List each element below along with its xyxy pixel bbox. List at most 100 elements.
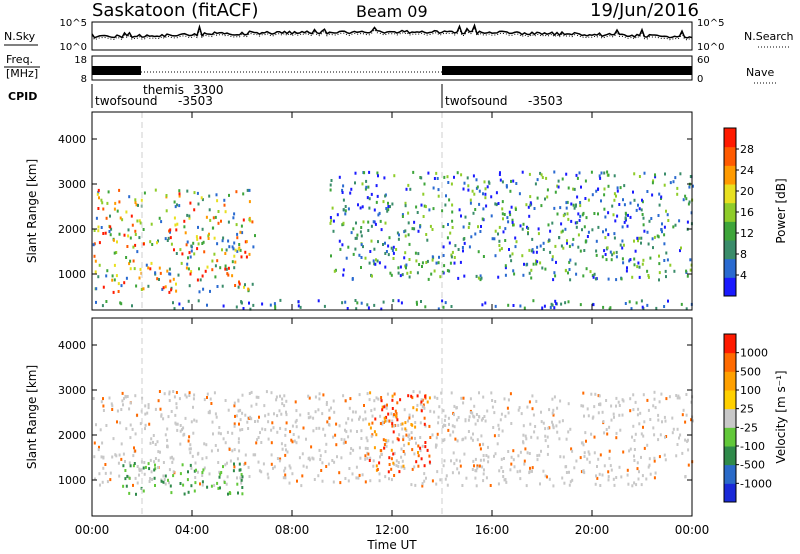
power-cell (431, 258, 434, 262)
velocity-cell (98, 472, 101, 476)
power-cell (501, 207, 504, 211)
velocity-cell (538, 453, 541, 457)
power-cell (528, 271, 531, 275)
velocity-cell (497, 423, 500, 427)
velocity-cell (154, 463, 156, 467)
power-cell (370, 239, 373, 243)
power-cell (626, 224, 629, 228)
power-cell (330, 254, 332, 258)
velocity-cell (129, 401, 132, 405)
power-cell (441, 209, 444, 213)
power-cell (603, 193, 606, 197)
velocity-cell (182, 483, 185, 487)
velocity-cell (476, 438, 479, 442)
velocity-cell (523, 462, 526, 466)
velocity-cell (195, 419, 198, 423)
power-cell (621, 239, 624, 243)
velocity-cell (154, 443, 157, 446)
power-cell (673, 269, 676, 273)
power-cell (342, 198, 345, 202)
velocity-cell (552, 413, 555, 417)
power-cell (116, 209, 119, 213)
velocity-cell (510, 422, 513, 425)
velocity-cell (132, 464, 135, 468)
power-cell (176, 203, 178, 207)
power-cell (603, 187, 606, 191)
velocity-colorbar-swatch (724, 371, 736, 391)
power-cell (384, 265, 387, 269)
velocity-cell (443, 459, 446, 463)
velocity-cell (485, 476, 488, 480)
velocity-cell (635, 483, 638, 487)
velocity-cell (319, 458, 322, 461)
velocity-cell (621, 413, 624, 417)
power-cell (485, 204, 488, 208)
power-cell (451, 203, 454, 207)
power-cell (376, 259, 379, 263)
power-cell (634, 249, 637, 253)
velocity-cell (358, 393, 361, 397)
velocity-colorbar-label: Velocity [m s⁻¹] (774, 370, 788, 463)
velocity-cell (261, 427, 264, 431)
velocity-cell (456, 467, 459, 471)
velocity-cell (396, 437, 399, 441)
power-cell (584, 197, 587, 200)
velocity-cell (254, 453, 257, 457)
velocity-cell (355, 465, 358, 469)
power-cell (143, 191, 146, 195)
velocity-cell (194, 481, 197, 485)
velocity-colorbar-swatch (724, 446, 736, 466)
power-cell (140, 271, 143, 275)
velocity-cell (626, 468, 629, 472)
power-cell (447, 223, 449, 226)
velocity-cell (205, 456, 208, 460)
velocity-cell (390, 467, 393, 471)
power-cell (527, 205, 530, 209)
velocity-cell (449, 433, 452, 437)
power-cell (420, 203, 423, 207)
power-cell (680, 246, 682, 250)
velocity-cell (192, 405, 194, 409)
velocity-cell (157, 450, 160, 454)
velocity-cell (217, 431, 220, 435)
power-cell (188, 284, 191, 288)
power-cell (640, 208, 643, 212)
power-cell (297, 300, 300, 304)
velocity-cell (570, 447, 573, 451)
power-cell (623, 184, 626, 188)
power-cell (471, 189, 474, 193)
velocity-cell (172, 470, 175, 474)
time-xlabel: Time UT (366, 538, 417, 552)
power-cell (444, 203, 447, 207)
power-cell (450, 255, 453, 259)
velocity-cell (238, 422, 240, 426)
power-cell (571, 243, 574, 247)
velocity-cell (147, 462, 150, 466)
power-cell (269, 303, 272, 307)
power-cell (189, 201, 192, 205)
velocity-cell (397, 438, 400, 442)
power-cell (245, 240, 248, 244)
power-cell (342, 273, 345, 277)
power-cell (638, 265, 641, 269)
velocity-cell (469, 411, 472, 415)
velocity-cell (675, 454, 678, 458)
velocity-cell (100, 455, 103, 459)
power-cell (177, 273, 180, 277)
power-cell (242, 307, 245, 310)
power-cell (208, 208, 211, 212)
velocity-cell (421, 482, 424, 486)
power-cell (344, 209, 347, 213)
velocity-cell (233, 401, 236, 405)
velocity-cell (233, 465, 236, 469)
power-cell (551, 258, 554, 262)
power-cell (367, 185, 370, 189)
power-cell (647, 275, 650, 279)
power-cell (613, 198, 616, 202)
velocity-cell (428, 454, 431, 458)
velocity-cell (168, 468, 171, 472)
velocity-cell (528, 400, 531, 404)
power-cell (565, 172, 568, 176)
power-cell (245, 255, 248, 259)
velocity-cell (408, 416, 411, 420)
